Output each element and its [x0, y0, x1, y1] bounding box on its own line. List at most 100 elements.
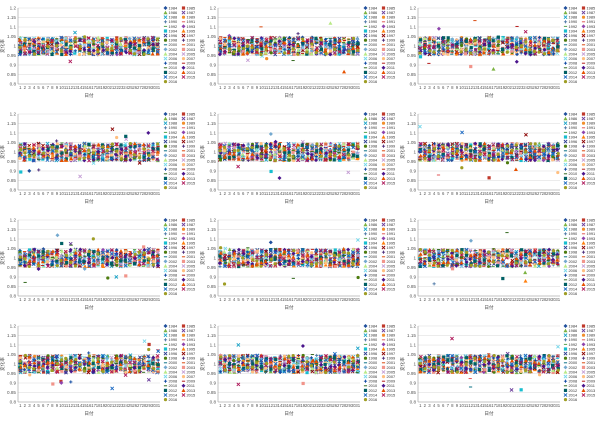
data-point: [42, 53, 46, 55]
data-point: [223, 36, 227, 38]
legend-marker: [363, 67, 368, 69]
x-tick-label: 21: [310, 85, 315, 90]
data-point: [277, 151, 281, 153]
data-point: [264, 142, 268, 144]
data-point: [223, 42, 227, 46]
legend-marker: [363, 116, 368, 121]
data-point: [514, 59, 519, 64]
data-point: [142, 48, 147, 53]
x-tick-label: 12: [268, 85, 273, 90]
data-point: [105, 156, 109, 158]
data-point: [27, 50, 32, 54]
x-tick-label: 14: [77, 85, 82, 90]
y-tick-label: 1.05: [207, 34, 216, 39]
legend-marker: [181, 24, 186, 29]
y-tick-label: 0.85: [207, 178, 216, 183]
legend-label: 1996: [169, 33, 178, 38]
data-point: [91, 48, 96, 53]
data-point: [115, 51, 119, 55]
y-tick-label: 1.15: [407, 121, 416, 126]
x-tick-label: 5: [237, 85, 240, 90]
legend-marker: [181, 29, 186, 33]
data-point: [477, 47, 481, 51]
legend-marker: [163, 173, 168, 175]
data-point: [63, 52, 68, 56]
data-point: [264, 152, 268, 154]
data-point: [23, 38, 27, 42]
data-point: [124, 48, 128, 50]
data-point: [137, 49, 141, 51]
legend-marker: [181, 57, 186, 61]
legend-marker: [181, 38, 186, 42]
legend-label: 2016: [369, 185, 378, 190]
x-tick-label: 1: [219, 191, 222, 196]
data-point: [115, 40, 119, 44]
legend-marker: [581, 62, 586, 64]
x-tick-label: 19: [100, 85, 105, 90]
data-point: [487, 176, 491, 180]
data-point: [222, 145, 227, 149]
data-point: [46, 41, 50, 46]
legend-marker: [363, 38, 368, 42]
x-tick-label: 7: [447, 85, 450, 90]
data-point: [315, 142, 319, 146]
legend-marker: [363, 112, 368, 116]
data-point: [333, 154, 337, 158]
y-tick-label: 0.9: [210, 169, 217, 174]
data-point: [22, 46, 27, 50]
data-point: [347, 153, 351, 157]
data-point: [418, 124, 422, 129]
data-point: [245, 58, 250, 63]
legend-marker: [581, 70, 586, 74]
legend-label: 2013: [187, 70, 196, 75]
x-tick-label: 1: [419, 85, 422, 90]
legend-marker: [381, 6, 386, 10]
data-point: [291, 150, 295, 155]
legend-label: 2004: [169, 51, 178, 56]
legend-marker: [163, 6, 168, 10]
x-tick-label: 2: [424, 85, 427, 90]
legend-marker: [363, 131, 368, 133]
data-point: [119, 36, 123, 41]
data-point: [41, 43, 45, 45]
data-point: [69, 45, 73, 50]
data-point: [537, 50, 541, 54]
data-point: [23, 51, 27, 53]
legend-marker: [381, 33, 386, 38]
legend-marker: [381, 44, 386, 46]
x-tick-label: 10: [259, 85, 264, 90]
y-tick-label: 0.85: [407, 72, 416, 77]
data-point: [227, 38, 231, 42]
data-point: [19, 144, 23, 146]
data-point: [114, 36, 119, 41]
legend-marker: [181, 116, 186, 121]
legend-marker: [581, 65, 586, 70]
data-point: [77, 157, 82, 161]
legend-marker: [163, 153, 168, 158]
legend-marker: [563, 44, 568, 46]
data-point: [45, 53, 49, 55]
data-point: [132, 36, 137, 41]
data-point: [73, 40, 77, 42]
y-tick-label: 0.8: [210, 82, 217, 87]
data-point: [551, 38, 555, 43]
data-point: [23, 41, 27, 43]
data-point: [227, 159, 232, 161]
data-point: [54, 49, 59, 54]
legend-marker: [381, 139, 386, 144]
data-point: [55, 145, 59, 149]
data-point: [423, 40, 427, 42]
x-tick-label: 9: [256, 85, 259, 90]
x-axis-label: 日付: [284, 198, 294, 205]
y-tick-label: 1: [13, 150, 16, 155]
data-point: [87, 52, 91, 56]
y-tick-label: 1.15: [207, 15, 216, 20]
x-axis-label: 日付: [484, 92, 494, 99]
data-point: [55, 48, 59, 50]
data-point: [118, 42, 123, 47]
data-point: [124, 47, 128, 49]
x-tick-label: 5: [237, 191, 240, 196]
data-point: [137, 47, 141, 51]
legend-marker: [381, 163, 386, 167]
